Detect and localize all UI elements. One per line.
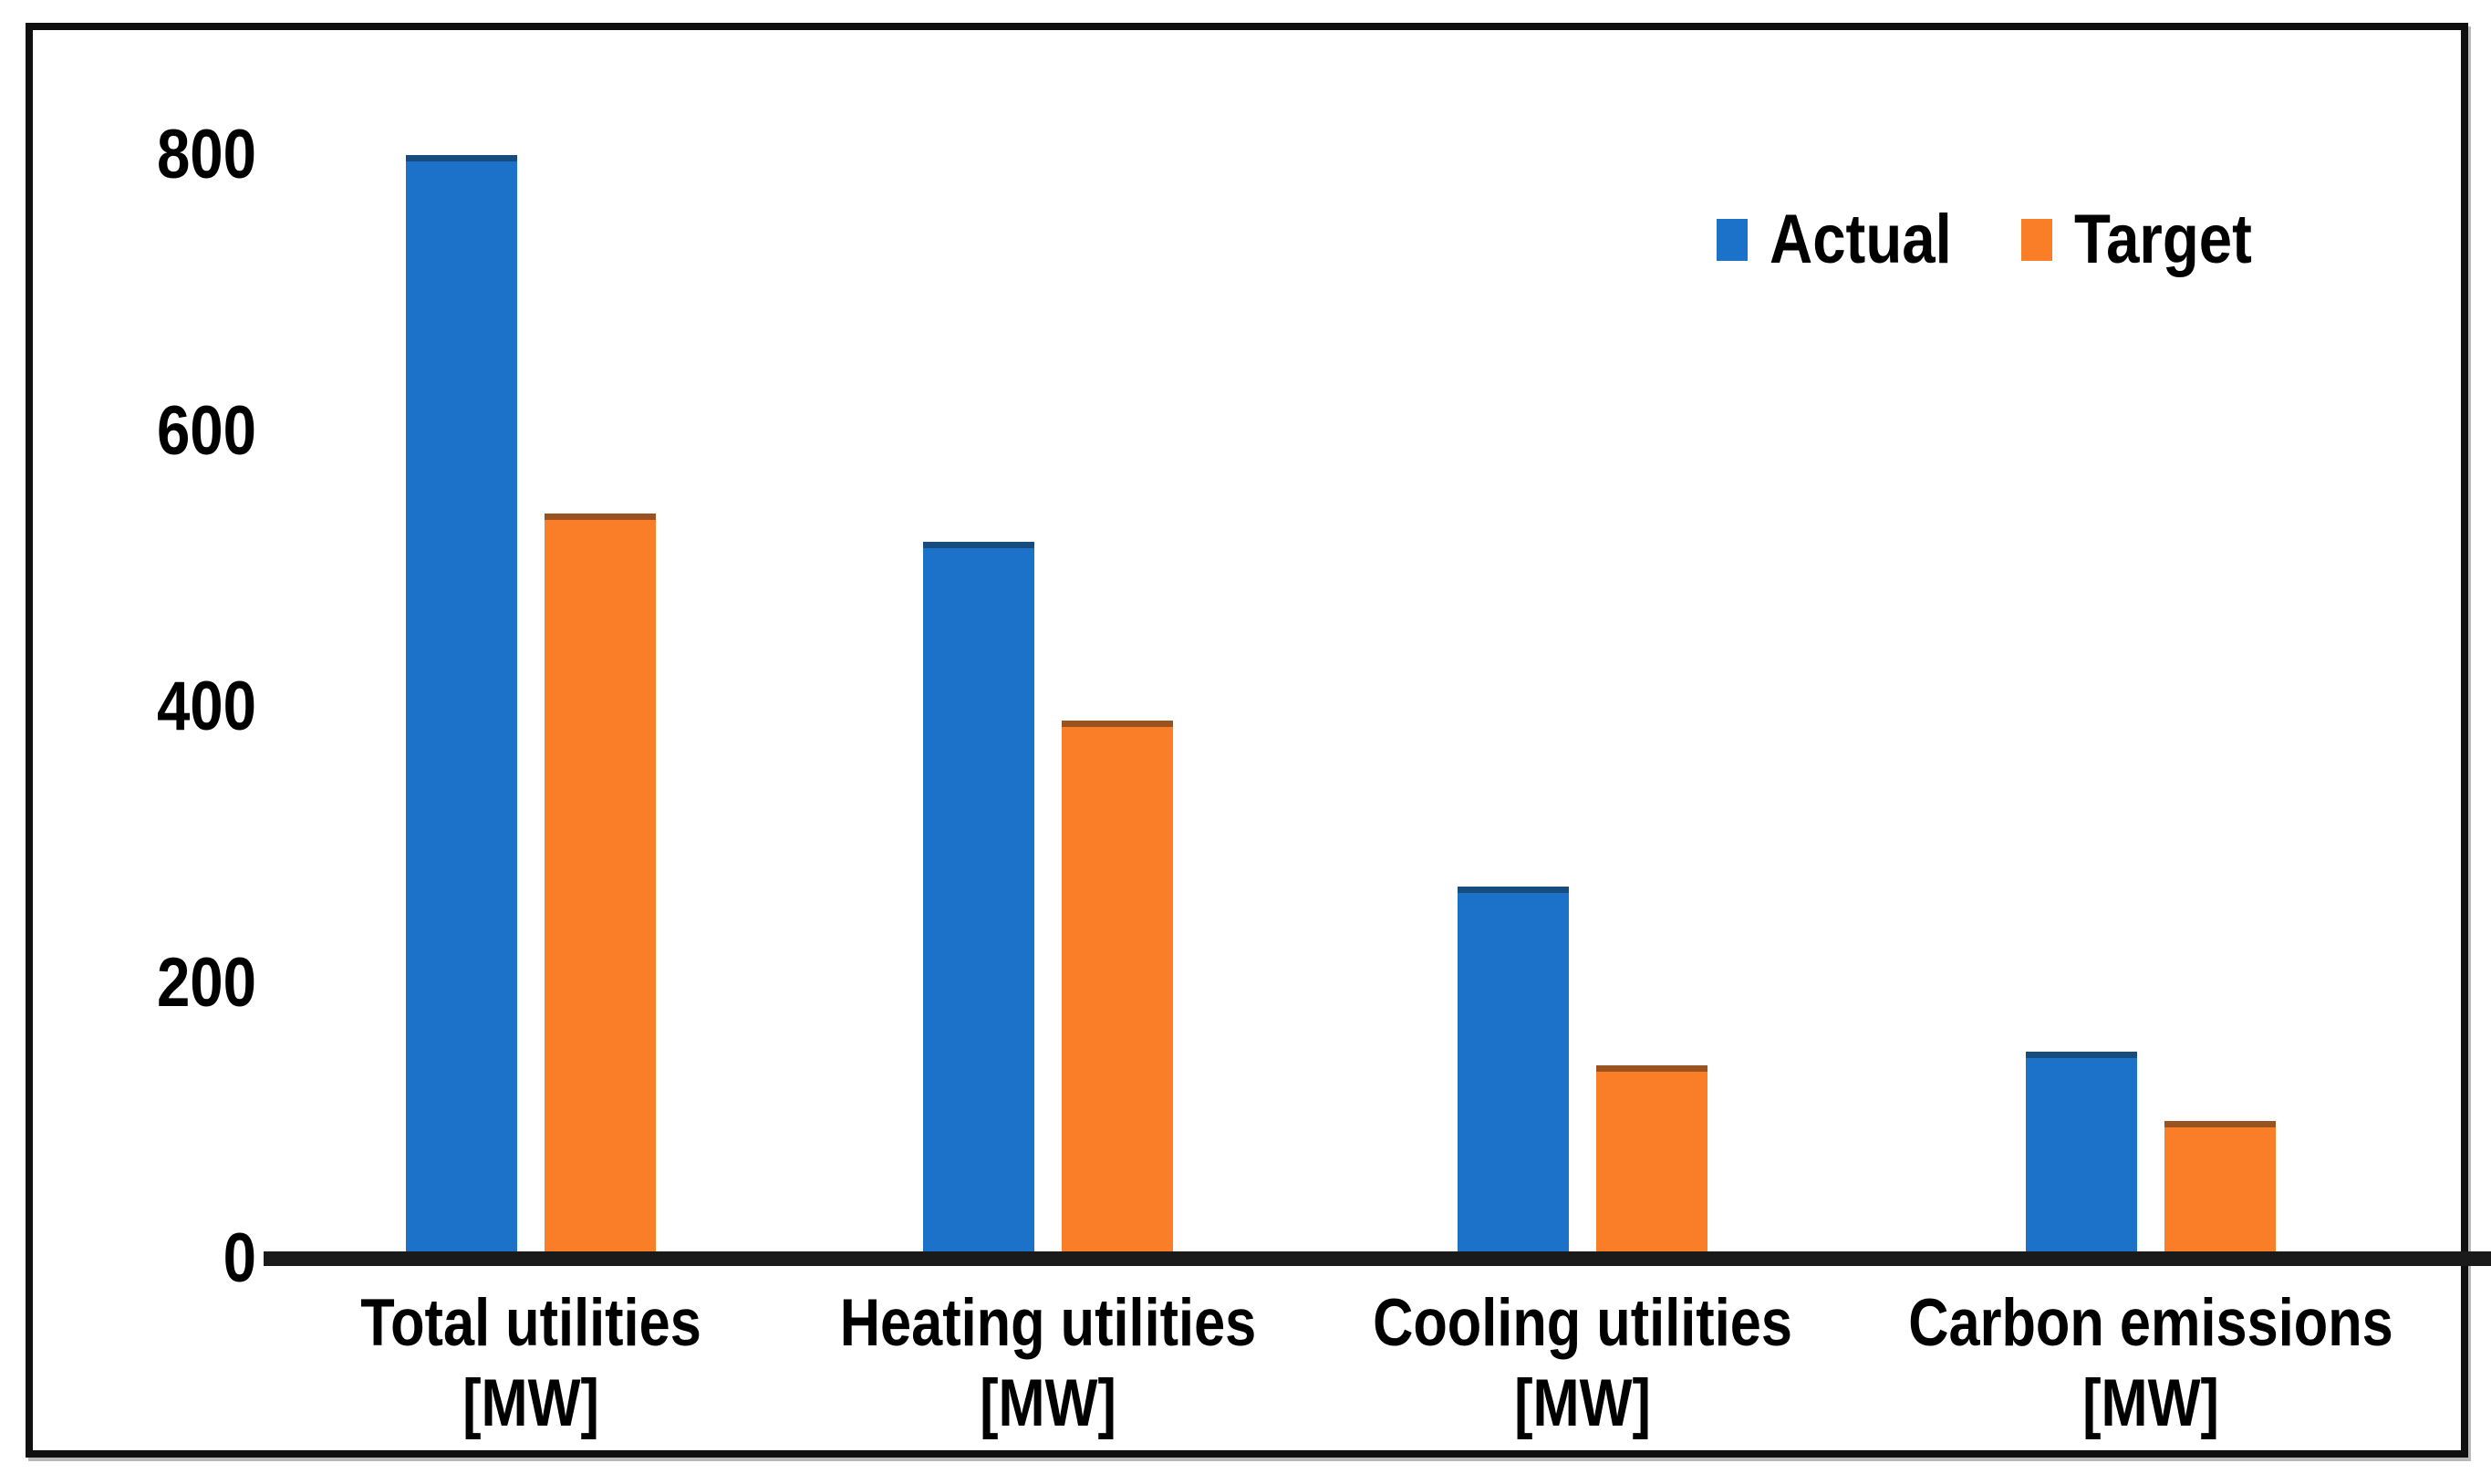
legend-item-actual: Actual xyxy=(1717,205,1981,275)
category-label: Cooling utilities [MW] xyxy=(1373,1283,1792,1444)
category-label-name: Cooling utilities xyxy=(1373,1286,1792,1360)
legend-swatch-target-icon xyxy=(2021,219,2053,261)
y-tick-label: 400 xyxy=(156,668,256,745)
category-label-name: Heating utilities xyxy=(839,1286,1257,1360)
bar-actual-heating-utilities xyxy=(923,541,1034,1263)
legend-item-target: Target xyxy=(2021,205,2281,275)
category-label: Carbon emissions [MW] xyxy=(1908,1283,2393,1444)
legend-swatch-actual-icon xyxy=(1717,219,1748,261)
bar-actual-total-utilities xyxy=(406,155,517,1263)
category-label: Heating utilities [MW] xyxy=(840,1283,1257,1444)
bar-target-cooling-utilities xyxy=(1596,1065,1707,1263)
category-label-name: Total utilities xyxy=(360,1286,701,1360)
category-label-unit: [MW] xyxy=(980,1366,1116,1440)
category-label-unit: [MW] xyxy=(462,1366,599,1440)
category-label-unit: [MW] xyxy=(1514,1366,1651,1440)
y-tick-label: 600 xyxy=(156,391,256,470)
legend-label-actual: Actual xyxy=(1770,201,1952,278)
category-label: Total utilities [MW] xyxy=(360,1283,701,1444)
bar-target-carbon-emissions xyxy=(2164,1120,2276,1263)
legend: Actual Target xyxy=(1717,205,2281,275)
y-tick-label: 200 xyxy=(156,943,256,1022)
legend-label-target: Target xyxy=(2074,201,2253,278)
bar-actual-carbon-emissions xyxy=(2026,1052,2137,1263)
chart-frame: 0 200 400 600 800 Actual Target Total utilit… xyxy=(26,23,2491,1458)
x-axis-line xyxy=(264,1251,2491,1266)
category-label-unit: [MW] xyxy=(2082,1366,2219,1440)
bar-actual-cooling-utilities xyxy=(1458,886,1569,1263)
y-tick-label: 0 xyxy=(223,1219,256,1297)
category-label-name: Carbon emissions xyxy=(1908,1286,2393,1360)
bar-target-total-utilities xyxy=(545,514,656,1263)
y-tick-label: 800 xyxy=(156,116,256,193)
bar-target-heating-utilities xyxy=(1062,721,1173,1263)
